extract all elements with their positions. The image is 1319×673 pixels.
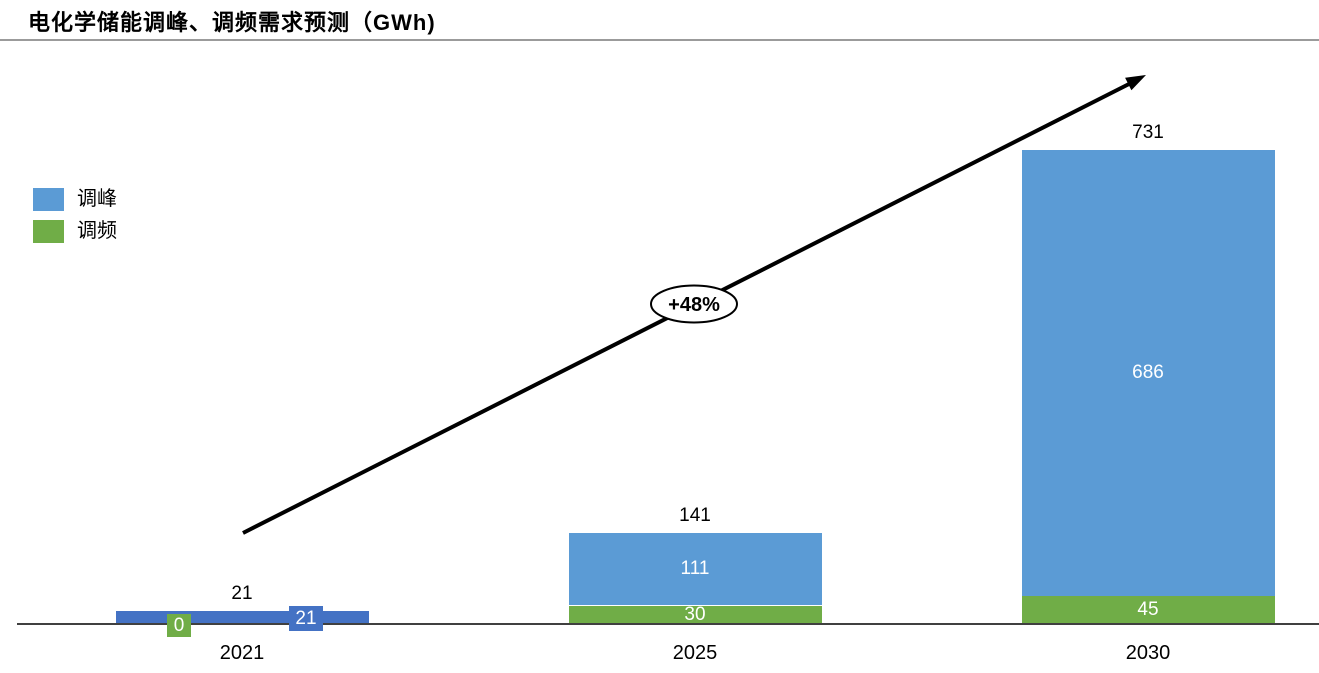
growth-percent-label: +48% [668,294,720,316]
bar-total-label-2030: 731 [1132,121,1164,143]
segment-value-label: 686 [1132,361,1164,383]
growth-ellipse [650,284,738,324]
legend: 调峰 调频 [33,188,117,252]
legend-item-调峰: 调峰 [33,188,117,211]
segment-value-badge-peak-shaving-2021: 21 [289,606,323,631]
growth-arrow-line [242,82,1130,535]
bar-segment-frequency-regulation-2030: 45 [1021,595,1275,625]
bar-total-label-2021: 21 [231,583,253,605]
x-axis-line [17,623,1319,625]
bar-segment-frequency-regulation-2025: 30 [568,604,822,626]
legend-swatch [33,220,64,243]
title-separator [0,39,1319,41]
x-tick-label-2030: 2030 [1125,642,1171,664]
legend-label: 调频 [77,220,117,242]
bar-segment-peak-shaving-2030: 686 [1021,149,1275,596]
x-tick-label-2025: 2025 [672,642,718,664]
x-tick-label-2021: 2021 [219,642,265,664]
chart-title: 电化学储能调峰、调频需求预测（GWh) [28,10,436,35]
segment-value-label: 30 [684,604,706,626]
legend-label: 调峰 [77,188,117,210]
legend-item-调频: 调频 [33,220,117,243]
bar-total-label-2025: 141 [679,505,711,527]
segment-value-badge-frequency-regulation-2021: 0 [167,614,191,637]
legend-swatch [33,188,64,211]
segment-value-label: 111 [680,558,710,580]
segment-value-label: 45 [1137,599,1159,621]
bar-segment-peak-shaving-2025: 111 [568,533,822,606]
growth-arrow-head [1125,75,1146,91]
